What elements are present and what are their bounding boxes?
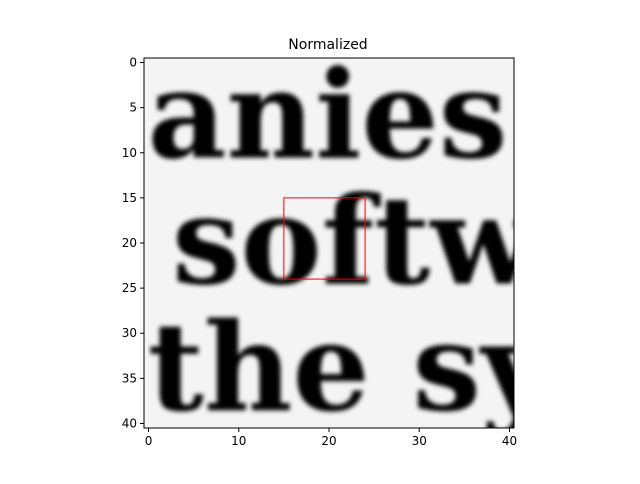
image-content: anies a softwa the sys xyxy=(148,43,629,439)
y-tick-label: 30 xyxy=(122,326,137,340)
y-tick-label: 35 xyxy=(122,371,137,385)
y-tick-label: 10 xyxy=(122,146,137,160)
chart-title: Normalized xyxy=(288,37,367,53)
x-tick-label: 30 xyxy=(412,434,427,448)
image-text-row: the sys xyxy=(148,296,621,439)
image-text-row: anies a xyxy=(148,43,629,186)
x-tick-label: 10 xyxy=(231,434,246,448)
y-tick-label: 40 xyxy=(122,416,137,430)
x-tick-label: 40 xyxy=(502,434,517,448)
x-axis-ticks: 0 10 20 30 40 xyxy=(145,428,517,448)
y-tick-label: 5 xyxy=(129,101,137,115)
y-tick-label: 0 xyxy=(129,56,137,70)
y-tick-label: 15 xyxy=(122,191,137,205)
highlight-box xyxy=(283,197,366,280)
x-tick-label: 0 xyxy=(145,434,153,448)
x-tick-label: 20 xyxy=(321,434,336,448)
image-text-row: softwa xyxy=(172,170,614,313)
y-tick-label: 25 xyxy=(122,281,137,295)
y-tick-label: 20 xyxy=(122,236,137,250)
y-axis-ticks: 0 5 10 15 20 25 30 35 40 xyxy=(122,56,144,430)
image-background xyxy=(144,58,514,428)
